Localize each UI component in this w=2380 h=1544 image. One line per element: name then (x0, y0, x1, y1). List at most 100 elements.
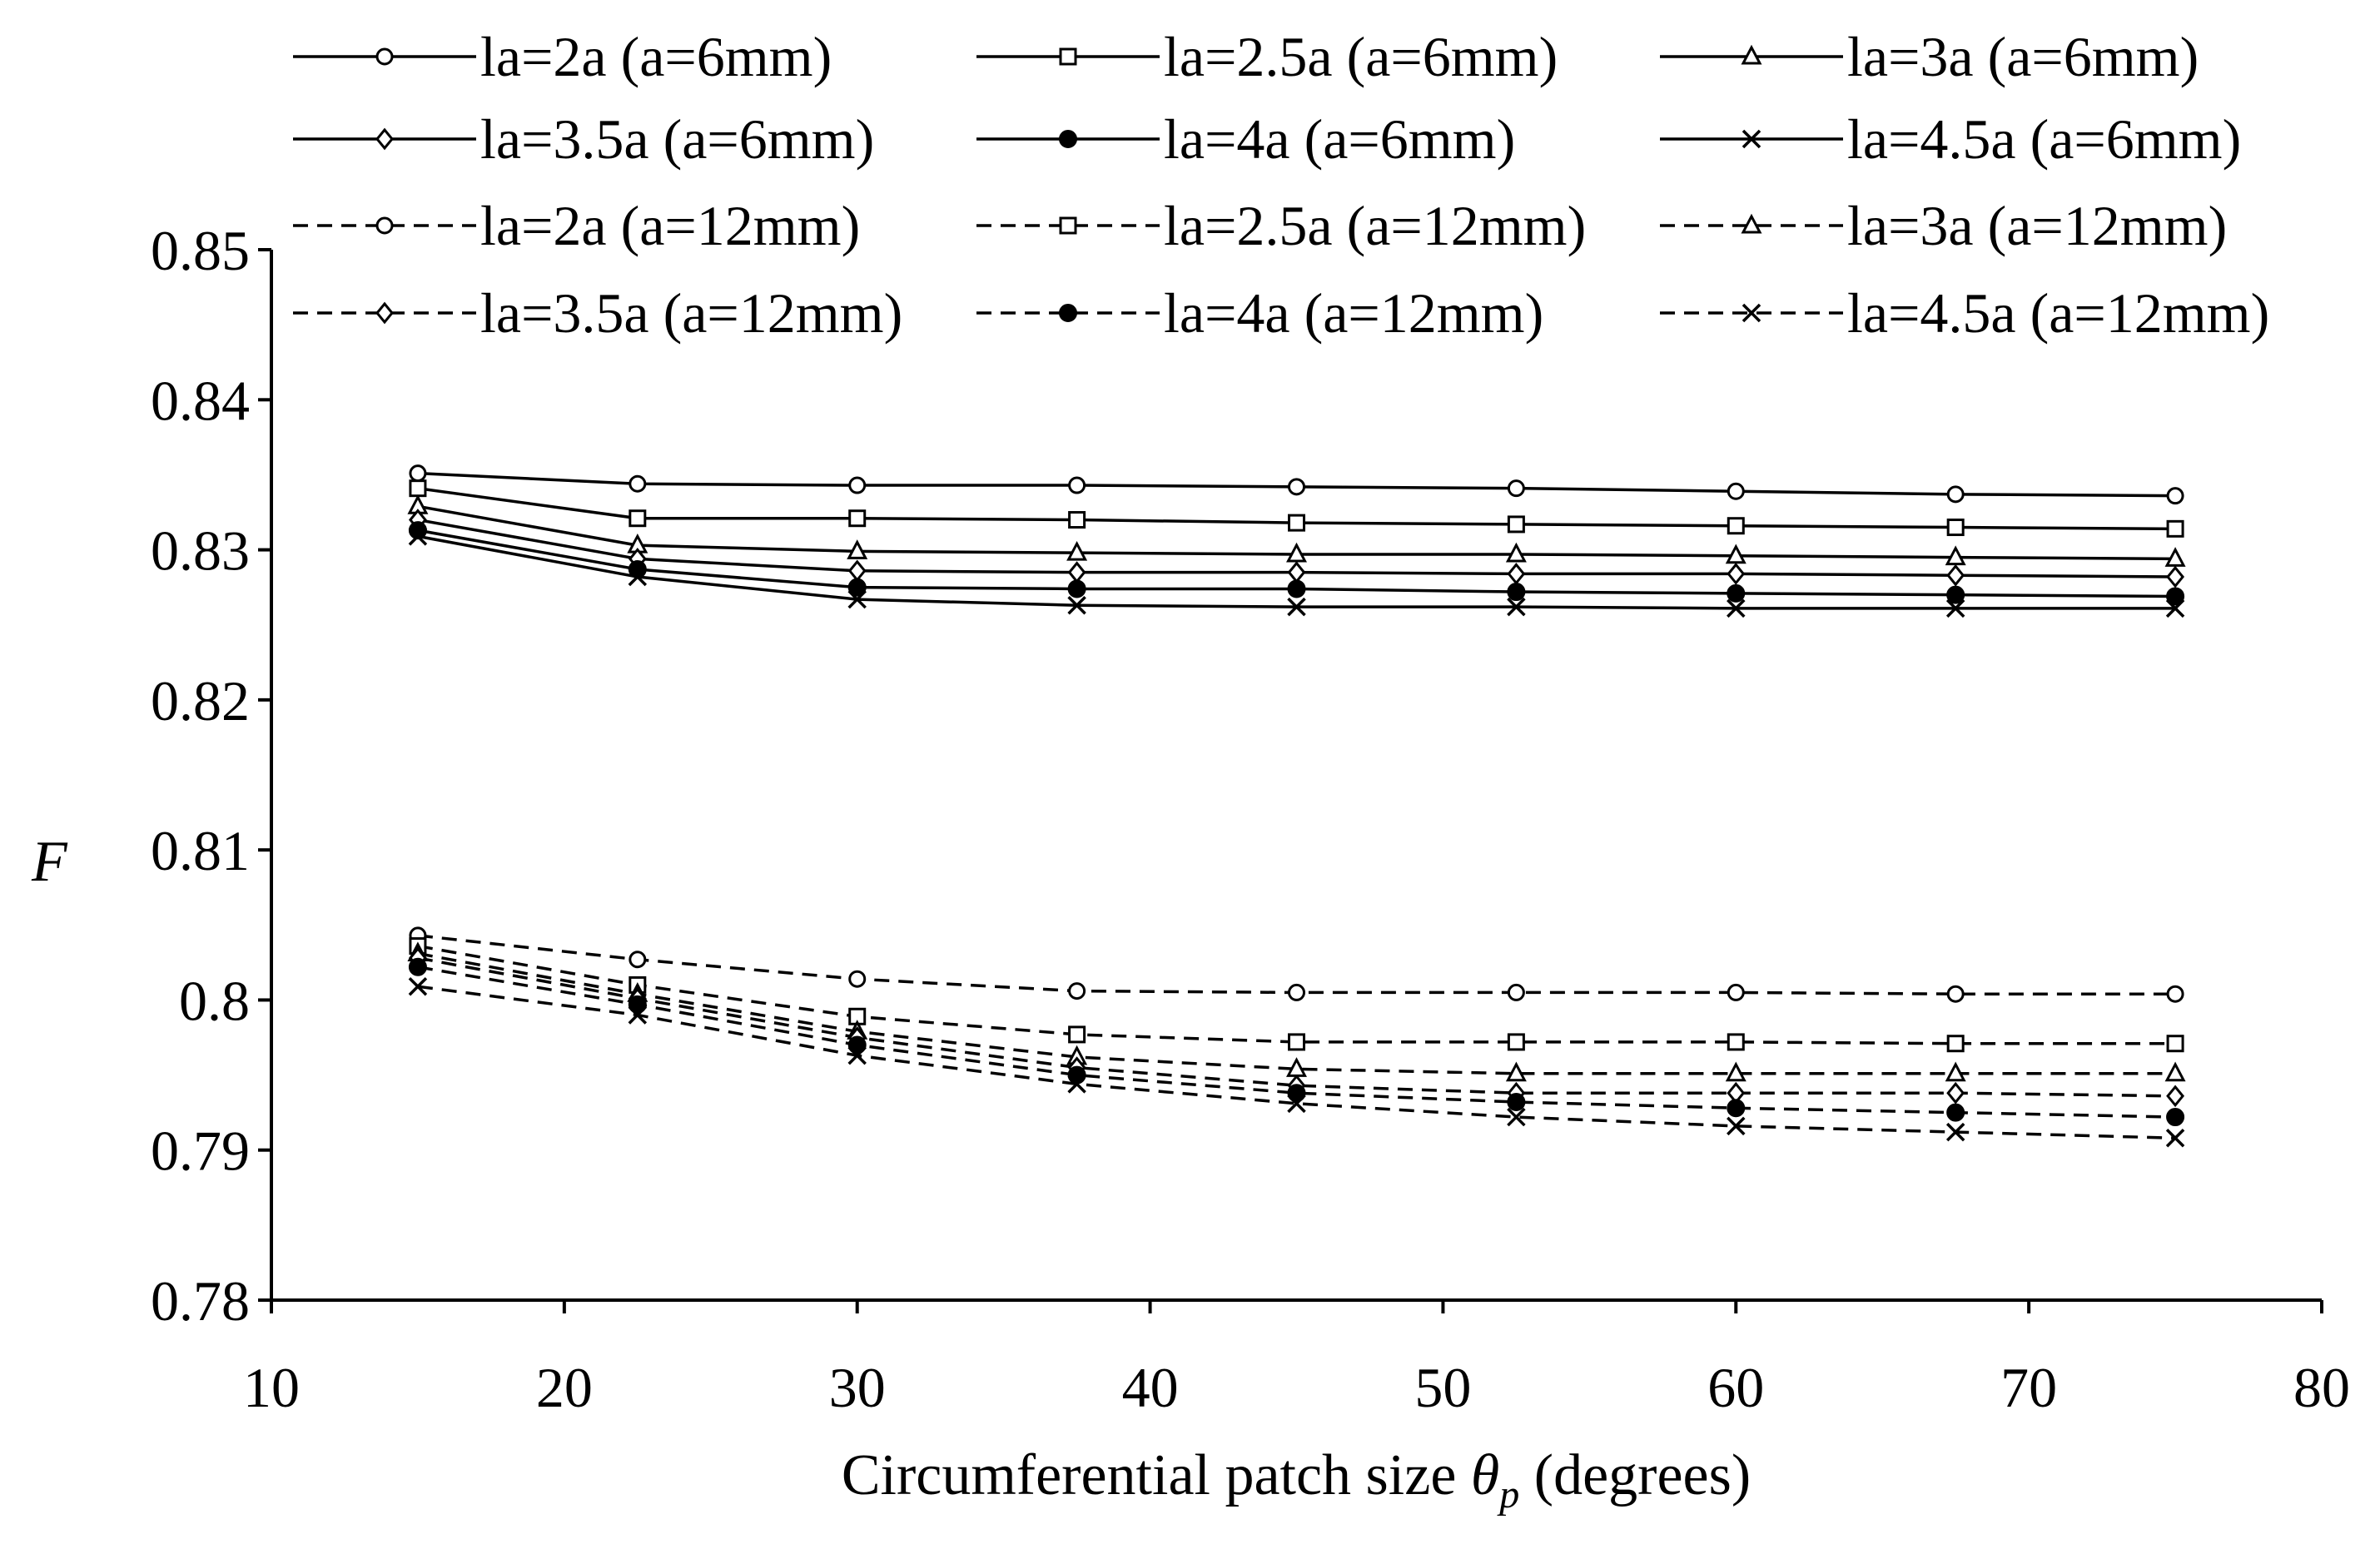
data-point (1946, 985, 1965, 1003)
data-point (1727, 1099, 1746, 1118)
y-tick-label: 0.8 (179, 969, 250, 1032)
x-tick-label: 10 (243, 1356, 300, 1419)
data-point (1507, 479, 1525, 498)
data-point (1066, 540, 1088, 561)
legend-marker (1059, 47, 1077, 66)
data-point (1287, 579, 1306, 598)
data-point (2166, 519, 2184, 538)
x-tick-label: 40 (1122, 1356, 1179, 1419)
data-point (847, 578, 867, 597)
data-point (1068, 476, 1086, 494)
legend-item: la=3.5a (a=6mm) (293, 107, 874, 171)
data-point (1507, 983, 1525, 1001)
legend-marker (375, 127, 394, 151)
data-point (1946, 585, 1965, 604)
legend-item: la=2.5a (a=6mm) (976, 25, 1558, 88)
series-12 (408, 976, 2185, 1148)
data-point (1067, 1075, 1086, 1094)
legend-label: la=4.5a (a=6mm) (1847, 107, 2241, 171)
data-point (1507, 1033, 1525, 1051)
data-point (2166, 985, 2184, 1003)
legend-marker (1742, 129, 1761, 149)
data-point (1946, 1081, 1965, 1105)
legend-item: la=2a (a=6mm) (293, 25, 832, 88)
data-point (847, 589, 867, 609)
series-9 (407, 941, 2186, 1082)
legend-item: la=3.5a (a=12mm) (293, 281, 902, 345)
data-point (1946, 485, 1965, 504)
series-10 (408, 946, 2185, 1108)
legend-label: la=2.5a (a=12mm) (1164, 194, 1586, 257)
data-point (1727, 517, 1745, 535)
y-tick-label: 0.81 (151, 819, 250, 882)
data-point (1507, 515, 1525, 534)
data-point (1727, 598, 1746, 618)
series-3 (407, 494, 2186, 567)
data-point (2166, 587, 2185, 606)
data-point (2166, 1035, 2184, 1053)
x-axis-title-subscript: p (1497, 1472, 1519, 1517)
data-point (2166, 1085, 2185, 1108)
legend-label: la=3.5a (a=6mm) (480, 107, 874, 171)
x-axis-title-symbol: θ (1471, 1443, 1499, 1507)
legend-item: la=4.5a (a=12mm) (1660, 281, 2269, 345)
data-point (2164, 1061, 2186, 1082)
data-point (1727, 1033, 1745, 1051)
y-tick-label: 0.82 (151, 669, 250, 732)
data-point (1507, 563, 1526, 585)
data-point (847, 1035, 867, 1055)
data-point (2166, 487, 2184, 505)
series-line (417, 985, 2176, 1140)
x-tick-label: 30 (829, 1356, 886, 1419)
x-tick-label: 60 (1707, 1356, 1764, 1419)
data-point (1507, 1107, 1526, 1127)
legend-marker (1059, 304, 1077, 322)
data-point (628, 1005, 648, 1025)
legend-item: la=3a (a=12mm) (1660, 194, 2227, 257)
data-point (2166, 565, 2185, 588)
data-point (1727, 583, 1746, 603)
data-point (847, 539, 868, 559)
data-point (1946, 1035, 1965, 1053)
series-7 (409, 926, 2184, 1003)
plot-axes: 0.78 0.79 0.8 0.81 0.82 0.83 0.84 0.85 10 20 30 40… (151, 219, 2350, 1419)
data-point (1067, 1065, 1086, 1085)
data-point (1945, 1061, 1966, 1082)
data-point (408, 521, 427, 540)
legend-item: la=4a (a=6mm) (976, 107, 1515, 171)
data-point (1727, 1116, 1746, 1136)
legend-label: la=2a (a=12mm) (480, 194, 860, 257)
x-tick-label: 50 (1414, 1356, 1471, 1419)
data-point (1946, 563, 1965, 587)
legend-label: la=3.5a (a=12mm) (480, 281, 902, 345)
data-point (408, 976, 428, 996)
data-point (1727, 563, 1746, 585)
data-point (1945, 1122, 1965, 1142)
x-tick-label: 80 (2293, 1356, 2350, 1419)
data-point (1727, 482, 1745, 500)
data-point (1068, 1025, 1086, 1044)
data-point (1286, 542, 1307, 563)
data-point (629, 474, 647, 493)
legend-item: la=4.5a (a=6mm) (1660, 107, 2241, 171)
legend-item: la=2a (a=12mm) (293, 194, 860, 257)
legend-label: la=4a (a=6mm) (1164, 107, 1515, 171)
legend-item: la=2.5a (a=12mm) (976, 194, 1586, 257)
data-point (847, 559, 867, 583)
data-point (848, 509, 867, 528)
y-ticks: 0.78 0.79 0.8 0.81 0.82 0.83 0.84 0.85 (151, 219, 271, 1333)
data-point (628, 567, 648, 587)
legend-marker (375, 216, 394, 235)
data-point (409, 479, 427, 498)
data-point (1946, 519, 1965, 537)
legend-item: la=4a (a=12mm) (976, 281, 1543, 345)
data-point (1505, 542, 1527, 563)
data-point (1287, 561, 1306, 583)
data-point (1288, 1033, 1305, 1051)
legend: la=2a (a=6mm) la=2.5a (a=6mm) la=3a (a=6mm… (293, 25, 2269, 345)
legend-marker (375, 47, 394, 66)
series-line (417, 951, 2176, 1075)
data-point (1287, 1094, 1306, 1114)
data-point (1287, 1084, 1306, 1103)
